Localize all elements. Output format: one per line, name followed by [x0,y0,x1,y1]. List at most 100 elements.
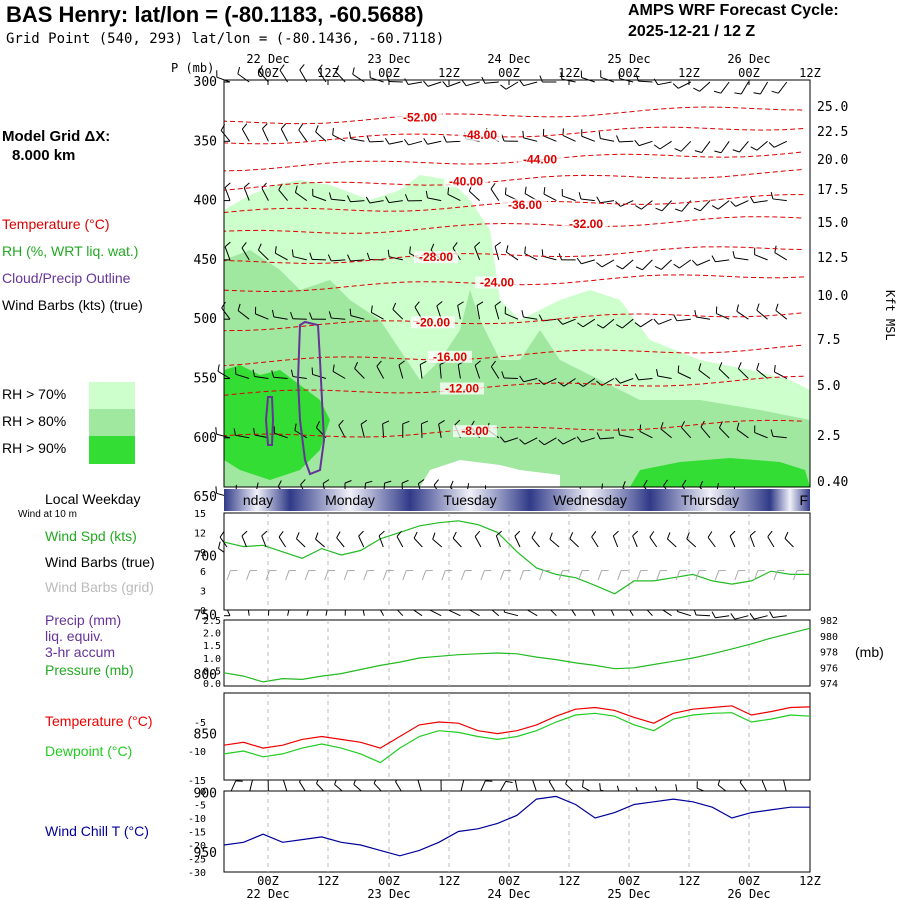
surface-wind-barb-grid [558,570,570,581]
barb-flag [423,138,428,145]
barb-staff [638,140,653,147]
wind-barb [732,140,749,153]
cloud-outline-layer [264,320,326,476]
cycle-value: 2025-12-21 / 12 Z [628,23,756,40]
temperature-contour-label: -52.00 [403,111,437,125]
barb-staff [441,570,446,581]
wind-barb [332,364,346,379]
barb-flag [673,263,680,269]
barb-staff [544,437,557,446]
legend-temperature: Temperature (°C) [2,216,110,232]
wind-barb [756,303,768,320]
temperature-contour [223,106,805,125]
barb-staff [237,73,250,83]
barb-flag [616,324,623,329]
wind-barb [490,182,500,201]
barb-staff [413,537,423,548]
top-date-label: 23 Dec [367,52,410,66]
wind-barb [290,369,307,379]
wind-barb [346,195,365,203]
barb-staff [622,318,634,329]
wind-barb [596,259,615,268]
wind-barb [770,429,787,439]
bottom-time-tick-label: 12Z [558,874,580,888]
barb-flag [224,241,231,248]
wind-at-label: Wind at 10 m [18,509,77,520]
barb-staff [408,81,423,85]
barb-flag [291,249,294,257]
barb-flag [756,303,760,311]
barb-flag [769,611,774,618]
barb-flag [387,249,390,257]
barb-staff [580,198,595,202]
barb-staff [408,140,423,146]
wind-barb [749,196,768,204]
barb-flag [299,64,305,71]
barb-flag [452,242,458,249]
wind-barb [521,310,538,320]
barb-staff [642,259,653,271]
wind-barb [519,437,538,445]
barb-staff [767,536,775,548]
wind-barb [280,123,289,142]
barb-flag [578,192,582,200]
panel-y-tick-label: -30 [188,868,206,879]
barb-staff [777,81,788,94]
kft-tick-label: 20.0 [817,153,848,168]
barb-staff [632,535,638,548]
barb-flag [315,421,320,428]
pressure-tick-label: 978 [820,648,838,659]
panel-y-tick-label: 0 [200,606,206,617]
barb-flag [711,205,719,210]
wind-barb [634,139,653,147]
barb-staff [756,369,768,379]
barb-staff [376,365,385,379]
wind-barb [279,64,289,83]
barb-flag [505,780,513,784]
wind-barb [233,428,250,439]
barb-staff [661,200,672,212]
barb-flag [243,182,250,188]
barb-staff [474,536,482,548]
wind-barb [224,241,231,261]
barb-staff [676,318,691,322]
kft-tick-label: 2.5 [817,429,840,444]
surface-wind-barb-true [278,530,287,548]
top-time-tick-label: 00Z [378,66,400,80]
barb-staff [558,570,563,581]
barb-staff [273,376,288,379]
barb-staff [738,368,749,379]
barb-flag [418,479,425,484]
wind-barb [653,140,672,150]
barb-staff [754,432,768,439]
temperature-contour-label: -36.00 [508,198,542,212]
barb-staff [701,141,711,153]
wind-barb [499,436,519,443]
barb-flag [504,187,507,195]
barb-staff [759,81,769,95]
barb-staff [446,140,461,143]
barb-staff [350,315,365,320]
wind-barb [262,123,269,142]
barb-staff [352,73,365,83]
barb-flag [634,139,640,146]
temperature-contour-layer: -52.00 -48.00 -44.00 -40.00 -36.00 -32.00 -28.… [223,106,805,438]
barb-flag [358,530,364,537]
barb-flag [736,422,740,430]
barb-staff [254,434,269,439]
barb-staff [427,81,442,87]
wind-barb [501,371,519,379]
wind-barb [539,75,557,83]
barb-staff [216,433,231,439]
barb-staff [274,432,288,439]
panel-frame [223,790,811,873]
rh90-region-right [630,458,810,487]
local-weekday-label: Local Weekday [45,491,141,507]
barb-flag [432,532,436,540]
barb-flag [421,420,429,425]
barb-flag [531,531,536,538]
wind-barb [273,426,288,439]
barb-flag [423,80,429,87]
legend-rh90-swatch [89,436,135,464]
wind-barb [234,367,250,379]
